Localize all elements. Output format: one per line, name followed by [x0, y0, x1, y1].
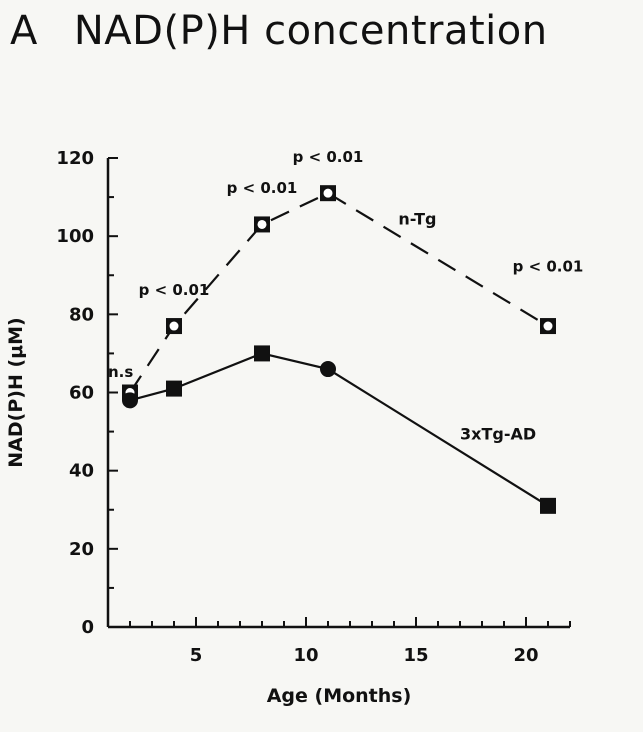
panel-title: A NAD(P)H concentration — [10, 8, 548, 54]
ticks: 0 20 40 60 80 100 120 5 10 15 20 — [56, 148, 571, 666]
panel-title-text: NAD(P)H concentration — [73, 8, 548, 54]
series-group: n-Tg 3xTg-AD — [122, 185, 556, 514]
y-tick-label: 60 — [69, 383, 94, 404]
y-tick-label: 80 — [69, 304, 94, 325]
y-tick-label: 20 — [69, 539, 94, 560]
y-tick-label: 100 — [56, 226, 94, 247]
data-point-hole — [543, 321, 553, 331]
data-point — [122, 392, 138, 409]
y-axis-label: NAD(P)H (μM) — [5, 317, 27, 467]
x-tick-label: 15 — [403, 645, 428, 666]
significance-annotation: p < 0.01 — [227, 179, 298, 197]
x-axis-label: Age (Months) — [267, 685, 412, 707]
series-label-1: 3xTg-AD — [460, 424, 536, 443]
annotations: n.s p < 0.01 p < 0.01 p < 0.01 p < 0.01 — [108, 148, 583, 381]
x-tick-label: 10 — [293, 645, 318, 666]
panel-letter: A — [10, 8, 38, 54]
data-point — [254, 345, 270, 362]
data-point-hole — [323, 188, 333, 198]
significance-annotation: p < 0.01 — [513, 257, 584, 275]
data-point — [320, 361, 336, 378]
y-tick-label: 40 — [69, 461, 94, 482]
y-tick-label: 120 — [56, 148, 94, 169]
significance-annotation: p < 0.01 — [139, 281, 210, 299]
data-point-hole — [257, 219, 267, 229]
data-point-hole — [169, 321, 179, 331]
significance-annotation: p < 0.01 — [293, 148, 364, 166]
data-point — [166, 380, 182, 397]
x-tick-label: 5 — [190, 645, 203, 666]
data-point — [540, 497, 556, 514]
x-tick-label: 20 — [513, 645, 538, 666]
significance-annotation: n.s — [108, 363, 133, 381]
y-tick-label: 0 — [81, 617, 94, 638]
series-label-0: n-Tg — [398, 209, 436, 228]
